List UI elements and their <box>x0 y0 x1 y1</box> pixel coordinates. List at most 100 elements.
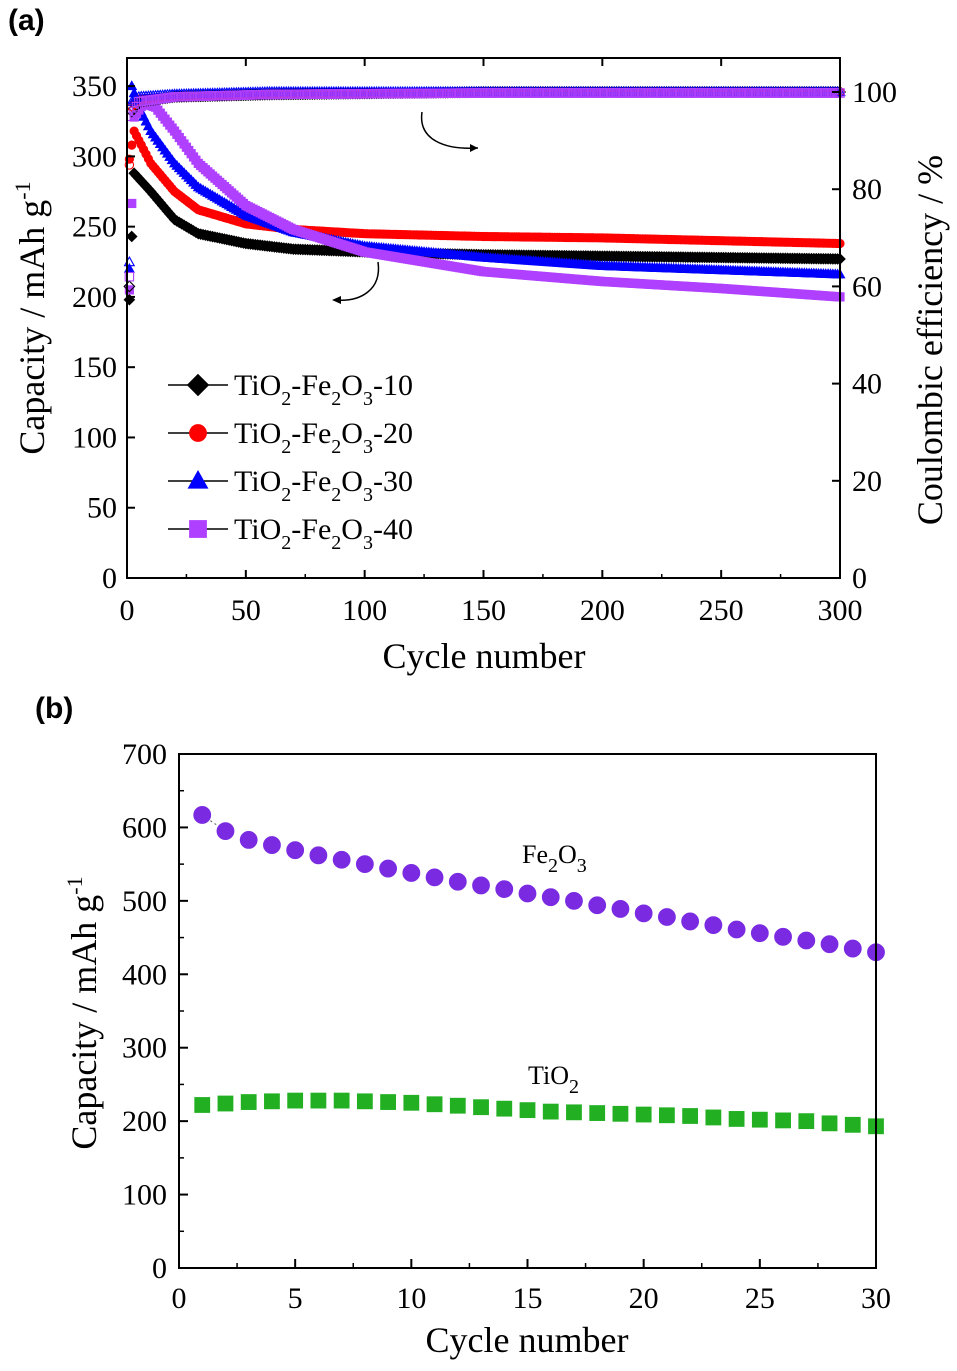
x-tick-label: 250 <box>699 594 744 627</box>
x-tick-label: 25 <box>745 1282 775 1315</box>
panel-b-x-ticks: 0 5 10 15 20 25 30 <box>172 1259 891 1315</box>
fe2o3-series-label-subscript: 3 <box>577 855 587 877</box>
efficiency-point <box>129 106 139 117</box>
data-point <box>751 1111 768 1128</box>
data-point <box>309 846 328 865</box>
panel-a-y-ticks: 0 50 100 150 200 250 300 350 <box>72 70 135 595</box>
data-point <box>612 1105 629 1122</box>
panel-a-legend: TiO2-Fe2O3-10TiO2-Fe2O3-20TiO2-Fe2O3-30T… <box>168 369 413 554</box>
data-point <box>402 864 421 882</box>
legend-entry-2: TiO2-Fe2O3-20 <box>168 417 413 458</box>
legend-entry-1: TiO2-Fe2O3-10 <box>168 369 413 410</box>
legend-label-part: TiO <box>234 465 281 498</box>
data-point <box>728 1111 745 1127</box>
y-tick-label: 150 <box>72 351 117 384</box>
capacity-series-3 <box>123 80 846 279</box>
capacity-series-2 <box>124 126 845 249</box>
panel-a-y2-axis-title: Coulombic efficiency / % <box>910 155 950 525</box>
x-tick-label: 0 <box>172 1282 187 1315</box>
legend-label-part: O <box>341 369 363 402</box>
capacity-point <box>127 198 137 209</box>
legend-label: TiO2-Fe2O3-10 <box>234 369 413 410</box>
data-point <box>682 1108 699 1124</box>
data-point <box>797 931 816 950</box>
tio2-series-label-part: TiO <box>528 1061 569 1090</box>
y2-tick-label: 100 <box>852 76 897 109</box>
x-tick-label: 50 <box>231 594 261 627</box>
y-tick-label: 350 <box>72 70 117 103</box>
y-tick-label: 0 <box>152 1252 167 1285</box>
y-tick-label: 0 <box>102 562 117 595</box>
legend-label-subscript: 2 <box>281 388 291 410</box>
arrow-head-right <box>470 144 478 152</box>
x-tick-label: 100 <box>342 594 387 627</box>
legend-label-subscript: 3 <box>363 532 373 554</box>
arrow-to-efficiency-axis <box>420 111 479 149</box>
series-TiO2 <box>194 1092 884 1135</box>
panel-a-y-axis-title-main: Capacity / mAh g <box>12 200 52 455</box>
data-point <box>217 1095 234 1112</box>
x-tick-label: 15 <box>513 1282 543 1315</box>
data-point <box>380 1094 397 1110</box>
data-point <box>798 1113 815 1130</box>
data-point <box>821 1115 838 1132</box>
arrow-to-capacity-axis <box>335 261 380 301</box>
data-point <box>495 880 514 899</box>
y2-tick-label: 0 <box>852 562 867 595</box>
data-point <box>449 1097 466 1114</box>
capacity-point <box>125 230 138 243</box>
data-point <box>332 850 351 869</box>
y-tick-label: 100 <box>122 1179 167 1212</box>
data-point <box>310 1092 327 1109</box>
y-tick-label: 300 <box>72 140 117 173</box>
legend-marker <box>189 520 207 538</box>
efficiency-point <box>124 271 135 282</box>
data-point <box>659 1107 675 1124</box>
legend-label-subscript: 3 <box>363 484 373 506</box>
data-point <box>635 1106 652 1123</box>
y2-tick-label: 40 <box>852 368 882 401</box>
data-point <box>426 1096 443 1113</box>
panel-b-y-ticks: 0 100 200 300 400 500 600 700 <box>122 738 188 1285</box>
legend-label: TiO2-Fe2O3-30 <box>234 465 413 506</box>
arrow-head-left <box>332 296 341 304</box>
legend-label-part: -10 <box>373 369 413 402</box>
legend-entry-3: TiO2-Fe2O3-30 <box>168 465 413 506</box>
panel-b: (b) 0 5 10 15 20 25 30 0100200300400500600700 … <box>35 692 891 1360</box>
tio2-series-label: TiO2 <box>528 1061 579 1098</box>
y2-tick-label: 20 <box>852 465 882 498</box>
data-point <box>775 1112 791 1129</box>
data-point <box>844 1116 861 1133</box>
data-point <box>774 927 792 946</box>
data-point <box>588 896 607 915</box>
legend-label-part: -Fe <box>291 513 331 546</box>
data-point <box>264 1093 280 1110</box>
panel-b-y-axis-title-sup: -1 <box>62 876 87 894</box>
x-tick-label: 300 <box>818 594 863 627</box>
legend-marker <box>186 373 210 397</box>
data-point <box>425 868 444 887</box>
data-point <box>704 916 723 934</box>
legend-label-subscript: 3 <box>363 388 373 410</box>
data-point <box>379 859 398 878</box>
legend-label-part: -Fe <box>291 417 331 450</box>
legend-label-part: O <box>341 465 363 498</box>
panel-b-frame <box>178 753 877 1269</box>
data-point <box>333 1092 350 1109</box>
data-point <box>681 912 700 931</box>
data-point <box>496 1100 513 1117</box>
fe2o3-series-label: Fe2O3 <box>522 840 587 877</box>
y-tick-label: 100 <box>72 421 117 454</box>
data-point <box>705 1109 722 1126</box>
x-tick-label: 150 <box>461 594 506 627</box>
data-point <box>473 1099 489 1116</box>
data-point <box>448 872 467 891</box>
y-tick-label: 400 <box>122 958 167 991</box>
legend-label-part: -30 <box>373 465 413 498</box>
legend-label-part: TiO <box>234 369 281 402</box>
panel-a-y-axis-title-sup: -1 <box>10 181 35 199</box>
legend-label: TiO2-Fe2O3-40 <box>234 513 413 554</box>
data-point <box>239 831 258 849</box>
y-tick-label: 250 <box>72 211 117 244</box>
